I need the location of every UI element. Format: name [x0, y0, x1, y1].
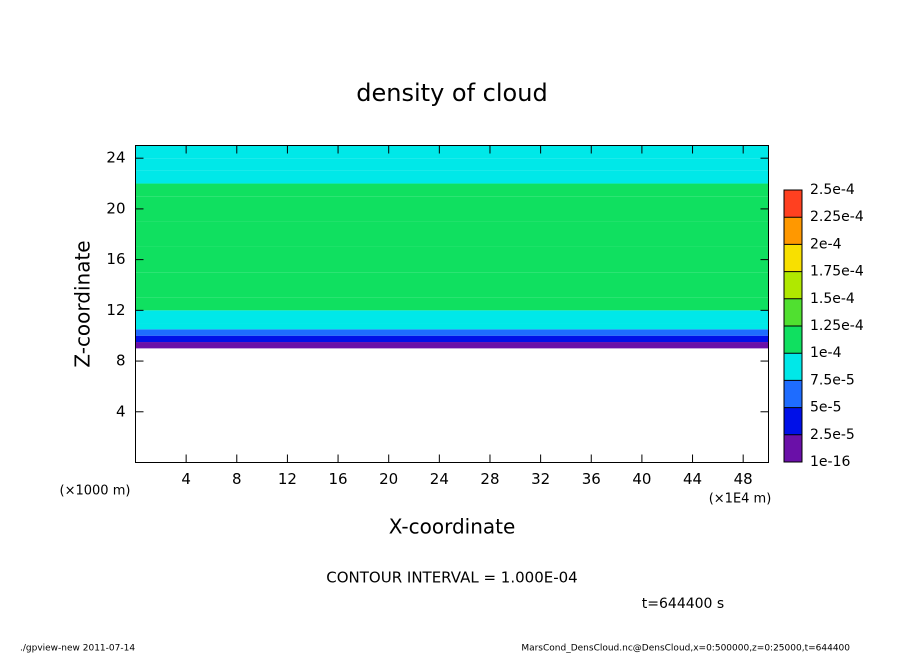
field-band	[135, 221, 769, 247]
x-axis-label: X-coordinate	[389, 515, 516, 539]
plot-frame	[135, 145, 769, 463]
x-tick-label: 40	[632, 470, 651, 488]
contour-interval: CONTOUR INTERVAL = 1.000E-04	[326, 569, 577, 587]
x-tick-label: 44	[683, 470, 702, 488]
field-band	[135, 272, 769, 298]
colorbar-swatch	[784, 298, 802, 326]
field-band	[135, 297, 769, 311]
field-band	[135, 196, 769, 222]
footer-right: MarsCond_DensCloud.nc@DensCloud,x=0:5000…	[521, 644, 850, 654]
colorbar-label: 1e-4	[810, 345, 842, 361]
chart-title: density of cloud	[356, 79, 547, 107]
colorbar-label: 2.25e-4	[810, 209, 864, 225]
colorbar-swatch	[784, 190, 802, 218]
field-band	[135, 246, 769, 273]
colorbar-swatch	[784, 434, 802, 462]
colorbar-label: 2.5e-5	[810, 427, 855, 443]
field-band	[135, 335, 769, 343]
field-band	[135, 158, 769, 171]
colorbar-label: 1.5e-4	[810, 291, 855, 307]
x-tick-label: 32	[531, 470, 550, 488]
colorbar-swatch	[784, 380, 802, 408]
x-tick-label: 8	[232, 470, 242, 488]
y-tick-label: 8	[116, 352, 126, 370]
colorbar-swatch	[784, 217, 802, 245]
x-tick-label: 24	[430, 470, 449, 488]
y-tick-label: 4	[116, 402, 126, 420]
y-axis-label: Z-coordinate	[71, 240, 95, 367]
field-band	[135, 329, 769, 336]
field-band	[135, 170, 769, 184]
x-unit: (×1E4 m)	[709, 492, 772, 507]
field-band	[135, 145, 769, 159]
time-label: t=644400 s	[642, 596, 724, 612]
x-tick-label: 16	[329, 470, 348, 488]
footer-left: ./gpview-new 2011-07-14	[20, 644, 135, 654]
colorbar-label: 2e-4	[810, 236, 842, 252]
y-unit: (×1000 m)	[60, 484, 131, 499]
colorbar-swatch	[784, 353, 802, 381]
colorbar-label: 5e-5	[810, 400, 841, 416]
y-tick-label: 20	[106, 199, 125, 217]
colorbar-label: 1.75e-4	[810, 264, 864, 280]
field-band	[135, 183, 769, 197]
colorbar-label: 1e-16	[810, 454, 850, 470]
y-tick-label: 16	[106, 250, 125, 268]
y-tick-label: 24	[106, 149, 125, 167]
field-band	[135, 323, 769, 330]
x-tick-label: 20	[379, 470, 398, 488]
field-band	[135, 310, 769, 324]
x-tick-label: 36	[582, 470, 601, 488]
colorbar-swatch	[784, 407, 802, 435]
colorbar-label: 1.25e-4	[810, 318, 864, 334]
field-band	[135, 342, 769, 349]
y-tick-label: 12	[106, 301, 125, 319]
x-tick-label: 4	[181, 470, 191, 488]
x-tick-label: 48	[734, 470, 753, 488]
colorbar-label: 7.5e-5	[810, 372, 855, 388]
colorbar-swatch	[784, 271, 802, 299]
x-tick-label: 12	[278, 470, 297, 488]
colorbar-swatch	[784, 326, 802, 354]
colorbar-swatch	[784, 244, 802, 272]
x-tick-label: 28	[480, 470, 499, 488]
colorbar-label: 2.5e-4	[810, 182, 855, 198]
